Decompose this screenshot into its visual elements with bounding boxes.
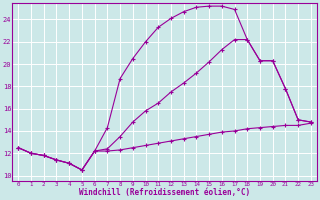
- X-axis label: Windchill (Refroidissement éolien,°C): Windchill (Refroidissement éolien,°C): [79, 188, 250, 197]
